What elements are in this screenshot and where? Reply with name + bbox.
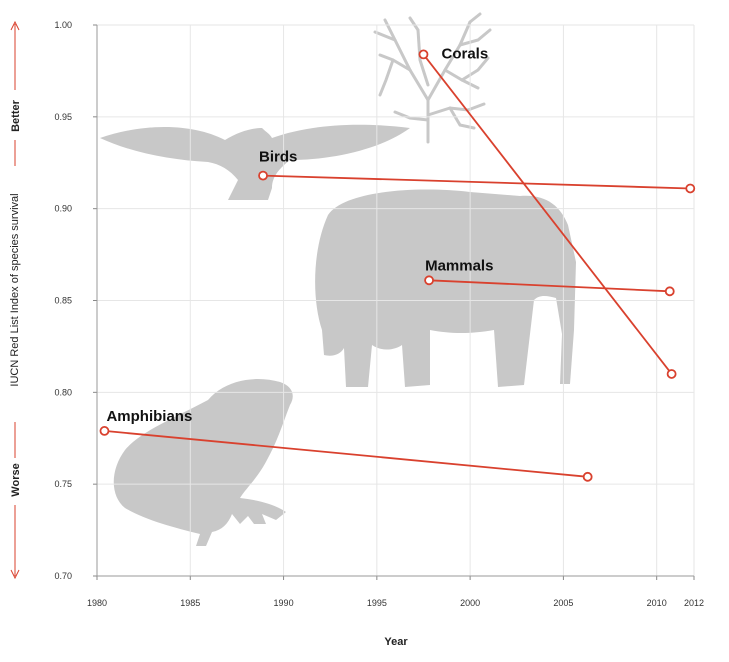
x-tick-label: 2010 <box>647 598 667 608</box>
series-birds: Birds <box>258 149 696 194</box>
data-point <box>99 426 110 436</box>
y-tick-label: 0.85 <box>54 296 72 306</box>
data-point <box>685 183 696 194</box>
data-point <box>424 275 434 286</box>
silhouettes <box>100 12 576 546</box>
x-tick-label: 2012 <box>684 598 704 608</box>
series-label: Mammals <box>425 257 493 274</box>
elephant-icon <box>315 189 576 387</box>
data-point <box>664 286 675 297</box>
series-label: Birds <box>259 149 297 166</box>
x-tick-label: 1995 <box>367 598 387 608</box>
data-point <box>258 170 268 181</box>
grid <box>96 24 695 577</box>
y-tick-label: 0.70 <box>54 571 72 581</box>
worse-label: Worse <box>10 463 22 496</box>
series-label: Corals <box>441 45 488 62</box>
data-point <box>666 369 677 379</box>
series-label: Amphibians <box>106 408 192 425</box>
y-tick-label: 1.00 <box>54 20 72 30</box>
x-tick-label: 2005 <box>553 598 573 608</box>
better-worse-indicator: Better Worse <box>10 20 22 580</box>
data-point <box>582 471 593 482</box>
x-tick-label: 2000 <box>460 598 480 608</box>
y-tick-label: 0.80 <box>54 387 72 397</box>
x-axis-label: Year <box>384 636 408 648</box>
data-point <box>418 49 429 60</box>
frog-icon <box>113 379 293 546</box>
series-line <box>422 53 673 375</box>
better-label: Better <box>10 99 22 132</box>
x-tick-label: 1985 <box>180 598 200 608</box>
y-axis-label: IUCN Red List Index of species survival <box>9 193 21 386</box>
series-line <box>429 279 670 293</box>
x-tick-label: 1980 <box>87 598 107 608</box>
series-amphibians: Amphibians <box>99 408 593 482</box>
y-tick-label: 0.75 <box>54 479 72 489</box>
y-tick-label: 0.95 <box>54 112 72 122</box>
series: Corals Birds Mammals Amphibians <box>99 45 696 482</box>
series-corals: Corals <box>418 45 677 379</box>
series-line <box>104 430 588 478</box>
bird-icon <box>100 124 410 200</box>
series-line <box>263 174 691 190</box>
x-tick-label: 1990 <box>274 598 294 608</box>
y-tick-label: 0.90 <box>54 204 72 214</box>
axes: 1980 1985 1990 1995 2000 2005 2010 2012 1.00 0.95… <box>54 20 704 608</box>
series-mammals: Mammals <box>424 257 675 297</box>
coral-icon <box>373 12 492 144</box>
